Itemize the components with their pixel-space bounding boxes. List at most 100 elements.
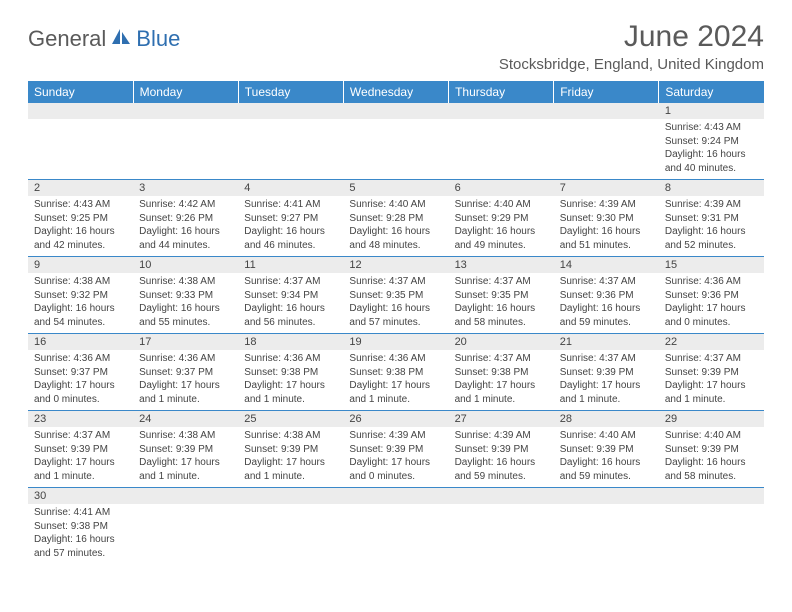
day-number: 12: [343, 257, 448, 273]
calendar-row: 2Sunrise: 4:43 AMSunset: 9:25 PMDaylight…: [28, 180, 764, 257]
day-number: 30: [28, 488, 133, 504]
empty-day-body: [659, 504, 764, 564]
empty-day-body: [554, 119, 659, 179]
day-header: Monday: [133, 81, 238, 103]
calendar-cell: 17Sunrise: 4:36 AMSunset: 9:37 PMDayligh…: [133, 334, 238, 411]
empty-day-body: [133, 504, 238, 564]
day-details: Sunrise: 4:36 AMSunset: 9:38 PMDaylight:…: [238, 350, 343, 410]
calendar-cell: [238, 488, 343, 565]
month-title: June 2024: [499, 20, 764, 54]
calendar-cell: [449, 488, 554, 565]
day-number: 2: [28, 180, 133, 196]
day-details: Sunrise: 4:41 AMSunset: 9:27 PMDaylight:…: [238, 196, 343, 256]
day-number: 8: [659, 180, 764, 196]
day-number: 28: [554, 411, 659, 427]
calendar-cell: 13Sunrise: 4:37 AMSunset: 9:35 PMDayligh…: [449, 257, 554, 334]
day-details: Sunrise: 4:37 AMSunset: 9:39 PMDaylight:…: [28, 427, 133, 487]
day-number: 24: [133, 411, 238, 427]
location: Stocksbridge, England, United Kingdom: [499, 56, 764, 73]
empty-day-body: [28, 119, 133, 179]
calendar-row: 16Sunrise: 4:36 AMSunset: 9:37 PMDayligh…: [28, 334, 764, 411]
calendar-cell: 8Sunrise: 4:39 AMSunset: 9:31 PMDaylight…: [659, 180, 764, 257]
day-number: 27: [449, 411, 554, 427]
calendar-cell: 15Sunrise: 4:36 AMSunset: 9:36 PMDayligh…: [659, 257, 764, 334]
calendar-cell: 6Sunrise: 4:40 AMSunset: 9:29 PMDaylight…: [449, 180, 554, 257]
day-number: 9: [28, 257, 133, 273]
calendar-cell: 5Sunrise: 4:40 AMSunset: 9:28 PMDaylight…: [343, 180, 448, 257]
day-details: Sunrise: 4:40 AMSunset: 9:28 PMDaylight:…: [343, 196, 448, 256]
empty-day-number: [659, 488, 764, 504]
day-number: 6: [449, 180, 554, 196]
empty-day-number: [343, 488, 448, 504]
day-details: Sunrise: 4:40 AMSunset: 9:39 PMDaylight:…: [554, 427, 659, 487]
day-number: 21: [554, 334, 659, 350]
calendar-cell: 1Sunrise: 4:43 AMSunset: 9:24 PMDaylight…: [659, 103, 764, 180]
empty-day-body: [554, 504, 659, 564]
calendar-cell: 11Sunrise: 4:37 AMSunset: 9:34 PMDayligh…: [238, 257, 343, 334]
day-details: Sunrise: 4:37 AMSunset: 9:35 PMDaylight:…: [343, 273, 448, 333]
calendar-cell: 26Sunrise: 4:39 AMSunset: 9:39 PMDayligh…: [343, 411, 448, 488]
day-details: Sunrise: 4:37 AMSunset: 9:39 PMDaylight:…: [659, 350, 764, 410]
empty-day-body: [449, 119, 554, 179]
calendar-cell: 25Sunrise: 4:38 AMSunset: 9:39 PMDayligh…: [238, 411, 343, 488]
calendar-cell: 29Sunrise: 4:40 AMSunset: 9:39 PMDayligh…: [659, 411, 764, 488]
calendar-cell: 7Sunrise: 4:39 AMSunset: 9:30 PMDaylight…: [554, 180, 659, 257]
day-details: Sunrise: 4:38 AMSunset: 9:39 PMDaylight:…: [238, 427, 343, 487]
calendar-cell: 2Sunrise: 4:43 AMSunset: 9:25 PMDaylight…: [28, 180, 133, 257]
calendar-cell: 14Sunrise: 4:37 AMSunset: 9:36 PMDayligh…: [554, 257, 659, 334]
day-details: Sunrise: 4:40 AMSunset: 9:29 PMDaylight:…: [449, 196, 554, 256]
empty-day-number: [554, 488, 659, 504]
day-details: Sunrise: 4:38 AMSunset: 9:33 PMDaylight:…: [133, 273, 238, 333]
calendar-cell: 20Sunrise: 4:37 AMSunset: 9:38 PMDayligh…: [449, 334, 554, 411]
day-number: 5: [343, 180, 448, 196]
day-details: Sunrise: 4:37 AMSunset: 9:39 PMDaylight:…: [554, 350, 659, 410]
empty-day-number: [238, 103, 343, 119]
calendar-row: 30Sunrise: 4:41 AMSunset: 9:38 PMDayligh…: [28, 488, 764, 565]
day-number: 7: [554, 180, 659, 196]
empty-day-number: [133, 103, 238, 119]
day-details: Sunrise: 4:41 AMSunset: 9:38 PMDaylight:…: [28, 504, 133, 564]
calendar-cell: 21Sunrise: 4:37 AMSunset: 9:39 PMDayligh…: [554, 334, 659, 411]
day-details: Sunrise: 4:37 AMSunset: 9:36 PMDaylight:…: [554, 273, 659, 333]
calendar-cell: [343, 488, 448, 565]
day-number: 14: [554, 257, 659, 273]
empty-day-number: [133, 488, 238, 504]
sail-icon: [110, 27, 132, 52]
day-details: Sunrise: 4:36 AMSunset: 9:36 PMDaylight:…: [659, 273, 764, 333]
day-header: Sunday: [28, 81, 133, 103]
calendar-cell: 10Sunrise: 4:38 AMSunset: 9:33 PMDayligh…: [133, 257, 238, 334]
calendar-cell: 18Sunrise: 4:36 AMSunset: 9:38 PMDayligh…: [238, 334, 343, 411]
day-number: 4: [238, 180, 343, 196]
day-number: 16: [28, 334, 133, 350]
day-details: Sunrise: 4:36 AMSunset: 9:37 PMDaylight:…: [133, 350, 238, 410]
calendar-cell: [449, 103, 554, 180]
calendar-cell: [554, 103, 659, 180]
empty-day-body: [133, 119, 238, 179]
day-header: Tuesday: [238, 81, 343, 103]
day-details: Sunrise: 4:39 AMSunset: 9:30 PMDaylight:…: [554, 196, 659, 256]
calendar-cell: [133, 103, 238, 180]
calendar-row: 9Sunrise: 4:38 AMSunset: 9:32 PMDaylight…: [28, 257, 764, 334]
calendar-cell: 16Sunrise: 4:36 AMSunset: 9:37 PMDayligh…: [28, 334, 133, 411]
empty-day-number: [554, 103, 659, 119]
day-number: 11: [238, 257, 343, 273]
day-number: 18: [238, 334, 343, 350]
day-details: Sunrise: 4:36 AMSunset: 9:38 PMDaylight:…: [343, 350, 448, 410]
day-header: Wednesday: [343, 81, 448, 103]
logo-text-general: General: [28, 26, 106, 52]
empty-day-body: [343, 504, 448, 564]
title-block: June 2024 Stocksbridge, England, United …: [499, 20, 764, 73]
day-number: 25: [238, 411, 343, 427]
day-details: Sunrise: 4:37 AMSunset: 9:35 PMDaylight:…: [449, 273, 554, 333]
calendar-body: 1Sunrise: 4:43 AMSunset: 9:24 PMDaylight…: [28, 103, 764, 564]
day-number: 15: [659, 257, 764, 273]
day-details: Sunrise: 4:39 AMSunset: 9:39 PMDaylight:…: [449, 427, 554, 487]
calendar-cell: 22Sunrise: 4:37 AMSunset: 9:39 PMDayligh…: [659, 334, 764, 411]
day-details: Sunrise: 4:37 AMSunset: 9:38 PMDaylight:…: [449, 350, 554, 410]
calendar-cell: [238, 103, 343, 180]
empty-day-number: [28, 103, 133, 119]
calendar-cell: 23Sunrise: 4:37 AMSunset: 9:39 PMDayligh…: [28, 411, 133, 488]
calendar-page: General Blue June 2024 Stocksbridge, Eng…: [0, 0, 792, 584]
day-details: Sunrise: 4:36 AMSunset: 9:37 PMDaylight:…: [28, 350, 133, 410]
day-details: Sunrise: 4:43 AMSunset: 9:24 PMDaylight:…: [659, 119, 764, 179]
